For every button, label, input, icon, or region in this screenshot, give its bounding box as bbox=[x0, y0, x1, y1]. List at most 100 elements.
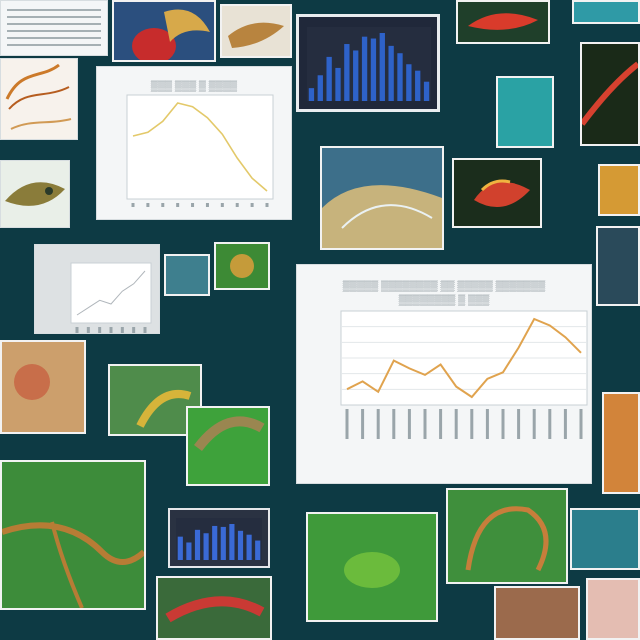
x-tick-label bbox=[176, 203, 180, 207]
bar bbox=[388, 45, 394, 101]
bar-chart bbox=[307, 27, 431, 101]
x-tick-label bbox=[75, 327, 79, 333]
plot-area bbox=[126, 94, 274, 200]
small-line-chart bbox=[70, 262, 152, 333]
x-tick-label bbox=[205, 203, 209, 207]
x-tick-label bbox=[407, 409, 411, 439]
bar-chart-panel bbox=[296, 14, 440, 112]
x-tick-label bbox=[439, 409, 443, 439]
bar bbox=[246, 534, 252, 560]
note-card bbox=[0, 0, 108, 56]
reef-photo bbox=[164, 254, 210, 296]
x-tick-label bbox=[392, 409, 396, 439]
plot-area bbox=[70, 262, 152, 324]
x-tick-label bbox=[191, 203, 195, 207]
bar bbox=[361, 36, 368, 101]
coral-photo bbox=[572, 0, 640, 24]
flower-photo bbox=[580, 42, 640, 146]
bar bbox=[203, 533, 209, 560]
leaf-illustration bbox=[1, 59, 77, 139]
fish-photo bbox=[456, 0, 550, 44]
x-tick-label bbox=[454, 409, 458, 439]
line-chart-card: ▒▒▒ ▒▒▒ ▒ ▒▒▒▒ bbox=[96, 66, 292, 220]
x-tick-label bbox=[517, 409, 521, 439]
x-tick-label bbox=[501, 409, 505, 439]
illustration-card bbox=[0, 58, 78, 140]
small-chart-card bbox=[34, 244, 160, 334]
moss-ring-photo bbox=[306, 512, 438, 622]
red-creature-photo bbox=[156, 576, 272, 640]
x-tick-label bbox=[485, 409, 489, 439]
teal-photo bbox=[496, 76, 554, 148]
pink-specimen-photo bbox=[586, 578, 640, 640]
x-tick-label bbox=[532, 409, 536, 439]
moss-photo bbox=[214, 242, 270, 290]
bar bbox=[237, 530, 244, 560]
fish-illustration-card bbox=[0, 160, 70, 228]
bar bbox=[344, 44, 350, 101]
bar bbox=[326, 56, 332, 101]
shell-photo bbox=[598, 164, 640, 216]
main-chart-title-blurred: ▒▒▒▒▒ ▒▒▒▒▒▒▒▒ ▒▒ ▒▒▒▒▒ ▒▒▒▒▒▒▒ bbox=[342, 281, 546, 292]
main-line-chart bbox=[340, 310, 588, 439]
bottom-bar-panel bbox=[168, 508, 270, 568]
x-tick-label bbox=[132, 327, 136, 333]
series-line bbox=[346, 317, 582, 399]
series-line bbox=[132, 102, 268, 192]
x-tick-label bbox=[86, 327, 90, 333]
map-photo bbox=[320, 146, 444, 250]
main-chart-card: ▒▒▒▒▒ ▒▒▒▒▒▒▒▒ ▒▒ ▒▒▒▒▒ ▒▒▒▒▒▒▒ ▒▒▒▒▒▒▒▒… bbox=[296, 264, 592, 484]
bar bbox=[335, 67, 341, 101]
bar bbox=[353, 50, 359, 101]
x-tick-label bbox=[235, 203, 239, 207]
bar bbox=[370, 38, 377, 101]
bar bbox=[308, 88, 315, 101]
x-tick-label bbox=[361, 409, 365, 439]
line-chart bbox=[126, 94, 274, 207]
bar bbox=[177, 536, 183, 560]
aerial-photo bbox=[570, 508, 640, 570]
bar bbox=[379, 33, 385, 101]
bar bbox=[423, 81, 430, 101]
x-tick-label bbox=[146, 203, 150, 207]
chart-title-blurred: ▒▒▒ ▒▒▒ ▒ ▒▒▒▒ bbox=[150, 81, 238, 92]
bar bbox=[229, 524, 235, 560]
mushroom-photo bbox=[186, 406, 270, 486]
x-tick-label bbox=[161, 203, 165, 207]
bird-photo bbox=[112, 0, 216, 62]
bar bbox=[397, 53, 403, 101]
x-tick-label bbox=[250, 203, 254, 207]
loop-map-photo bbox=[446, 488, 568, 584]
bar bbox=[194, 529, 201, 560]
x-tick-label bbox=[423, 409, 427, 439]
x-tick-label bbox=[131, 203, 135, 207]
x-tick-label bbox=[563, 409, 567, 439]
specimen-photo bbox=[220, 4, 292, 58]
x-tick-label bbox=[220, 203, 224, 207]
fern-photo bbox=[602, 392, 640, 494]
x-tick-label bbox=[98, 327, 102, 333]
bar bbox=[212, 525, 218, 560]
x-tick-label bbox=[579, 409, 583, 439]
bar bbox=[415, 70, 421, 101]
main-chart-subtitle-blurred: ▒▒▒▒▒▒▒▒ ▒ ▒▒▒ bbox=[398, 295, 490, 306]
x-tick-label bbox=[345, 409, 349, 439]
parrot-photo bbox=[108, 364, 202, 436]
x-tick-label bbox=[470, 409, 474, 439]
x-tick-label bbox=[120, 327, 124, 333]
rock-photo bbox=[0, 340, 86, 434]
bar bbox=[255, 540, 261, 560]
bar bbox=[406, 64, 412, 101]
x-tick-label bbox=[548, 409, 552, 439]
x-tick-label bbox=[143, 327, 147, 333]
x-tick-label bbox=[376, 409, 380, 439]
bar bbox=[220, 526, 226, 560]
x-tick-label bbox=[109, 327, 113, 333]
root-map-photo bbox=[0, 460, 146, 610]
shore-photo bbox=[596, 226, 640, 306]
bar bbox=[317, 75, 323, 101]
plot-area bbox=[307, 27, 431, 101]
bottom-creature-photo bbox=[494, 586, 580, 640]
bar bbox=[186, 542, 192, 560]
